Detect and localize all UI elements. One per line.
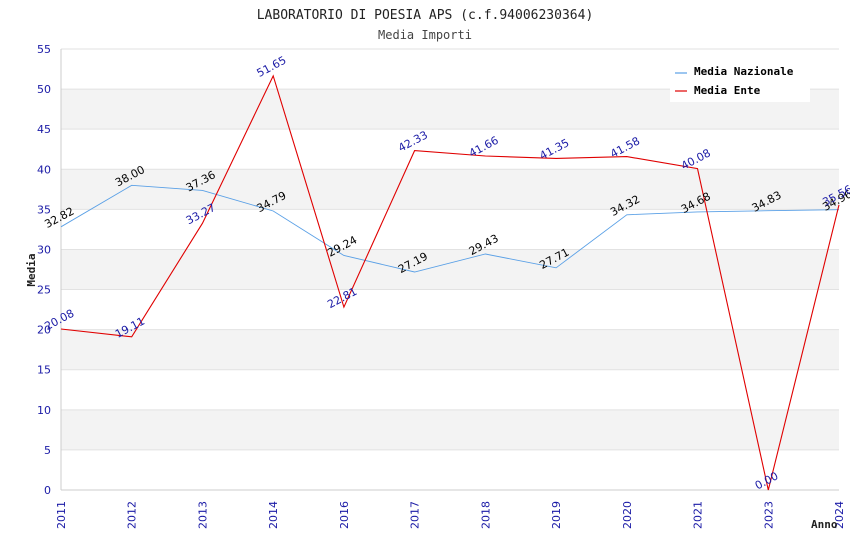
y-tick-label: 25: [37, 284, 51, 297]
x-tick-label: 2018: [479, 501, 492, 529]
grid-band: [61, 449, 839, 490]
chart-title: LABORATORIO DI POESIA APS (c.f.940062303…: [257, 8, 594, 23]
y-tick-label: 15: [37, 364, 51, 377]
x-axis-label: Anno: [811, 518, 838, 531]
y-tick-label: 0: [44, 484, 51, 497]
grid-band: [61, 129, 839, 170]
x-tick-label: 2021: [692, 501, 705, 529]
series-line-media-ente: [60, 74, 840, 491]
gridlines: [61, 48, 839, 491]
x-tick-label: 2024: [833, 501, 846, 529]
y-tick-label: 40: [37, 163, 51, 176]
y-tick-label: 50: [37, 83, 51, 96]
grid-band: [61, 409, 839, 450]
y-tick-label: 10: [37, 404, 51, 417]
y-tick-label: 5: [44, 444, 51, 457]
grid-band: [61, 369, 839, 410]
grid-band: [61, 249, 839, 290]
x-tick-label: 2017: [409, 501, 422, 529]
series-lines: [60, 74, 840, 491]
y-tick-label: 45: [37, 123, 51, 136]
x-tick-label: 2023: [762, 501, 775, 529]
x-tick-label: 2013: [196, 501, 209, 529]
legend-label-media-ente: Media Ente: [694, 84, 761, 97]
y-tick-label: 20: [37, 324, 51, 337]
grid-band: [61, 329, 839, 370]
grid-bands: [61, 49, 839, 490]
y-tick-label: 55: [37, 43, 51, 56]
y-tick-labels: 0 5 10 15 20 25 30 35 40 45 50 55: [37, 43, 51, 497]
y-tick-label: 30: [37, 243, 51, 256]
x-tick-labels: 2011 2012 2013 2014 2016 2017 2018 2019 2020 2021…: [55, 501, 846, 529]
grid-band: [61, 289, 839, 330]
legend-label-media-nazionale: Media Nazionale: [694, 65, 794, 78]
y-tick-label: 35: [37, 203, 51, 216]
x-tick-label: 2016: [338, 501, 351, 529]
x-tick-label: 2014: [267, 501, 280, 529]
x-tick-label: 2020: [621, 501, 634, 529]
x-tick-label: 2019: [550, 501, 563, 529]
legend-background: [670, 60, 810, 102]
series-line-media-nazionale: [60, 184, 840, 273]
x-tick-label: 2012: [126, 501, 139, 529]
x-tick-label: 2011: [55, 501, 68, 529]
grid-band: [61, 169, 839, 210]
legend: Media Nazionale Media Ente: [670, 60, 810, 102]
grid-band: [61, 209, 839, 250]
chart-subtitle: Media Importi: [378, 28, 472, 42]
y-axis-label: Media: [25, 253, 38, 286]
